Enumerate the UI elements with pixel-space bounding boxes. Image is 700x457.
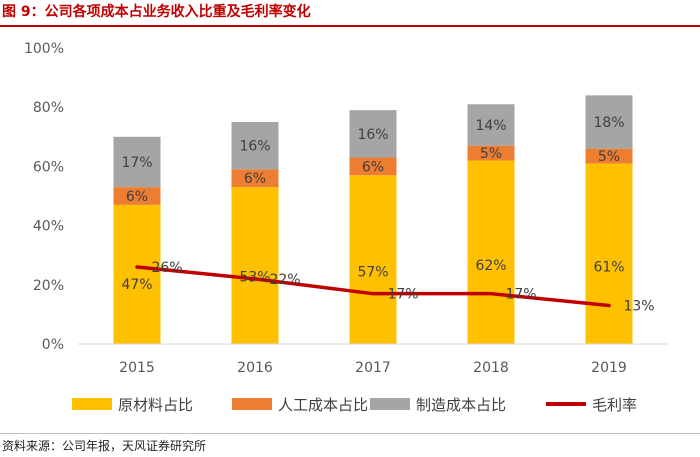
bar-segment: [113, 187, 161, 205]
line-data-label: 22%: [269, 272, 300, 288]
y-tick-label: 20%: [33, 278, 64, 294]
x-tick-label: 2015: [119, 360, 155, 376]
bar-data-label: 16%: [239, 139, 270, 155]
legend: 原材料占比 人工成本占比 制造成本占比 毛利率: [72, 396, 637, 414]
bar-segment: [349, 157, 397, 176]
data-labels: 47% 6% 17% 53% 6% 16% 57% 6% 16% 62% 5% 14% 61% 5% 18%…: [121, 115, 654, 315]
bar-segment: [585, 148, 633, 164]
bar-data-label: 6%: [244, 171, 266, 187]
legend-label: 原材料占比: [118, 396, 193, 414]
y-tick-label: 100%: [24, 41, 64, 57]
bar-segment: [231, 169, 279, 188]
y-tick-label: 80%: [33, 100, 64, 116]
x-axis-ticks: 2015 2016 2017 2018 2019: [119, 360, 627, 376]
bar-data-label: 17%: [121, 155, 152, 171]
bar-data-label: 62%: [475, 258, 506, 274]
bar-segment: [113, 204, 161, 344]
bar-segment: [467, 104, 515, 146]
bar-data-label: 57%: [357, 264, 388, 280]
bar-segment: [349, 110, 397, 158]
legend-swatch: [232, 398, 272, 410]
bar-segment: [467, 160, 515, 344]
bar-data-label: 53%: [239, 270, 270, 286]
bar-segment: [231, 187, 279, 344]
figure-title: 图 9：公司各项成本占业务收入比重及毛利率变化: [2, 4, 311, 20]
y-tick-label: 0%: [42, 337, 64, 353]
bar-data-label: 6%: [362, 159, 384, 175]
y-tick-label: 40%: [33, 219, 64, 235]
x-tick-label: 2018: [473, 360, 509, 376]
bar-segment: [585, 95, 633, 149]
bar-segment: [113, 136, 161, 188]
line-data-label: 17%: [387, 287, 418, 303]
x-tick-label: 2017: [355, 360, 391, 376]
legend-swatch: [370, 398, 410, 410]
line-data-label: 17%: [505, 287, 536, 303]
bar-segment: [349, 175, 397, 344]
line-data-label: 13%: [623, 299, 654, 315]
gross-margin-line: [135, 265, 611, 308]
bar-segment: [467, 145, 515, 161]
bar-data-label: 5%: [598, 149, 620, 165]
y-tick-label: 60%: [33, 159, 64, 175]
legend-label: 制造成本占比: [416, 396, 506, 414]
line-data-label: 26%: [151, 260, 182, 276]
bar-data-label: 18%: [593, 115, 624, 131]
bar-data-label: 47%: [121, 277, 152, 293]
bar-data-label: 6%: [126, 189, 148, 205]
bar-data-label: 16%: [357, 127, 388, 143]
line-series: [135, 265, 611, 308]
source-note: 资料来源：公司年报，天风证券研究所: [2, 439, 207, 453]
legend-label: 毛利率: [592, 396, 637, 414]
x-tick-label: 2019: [591, 360, 627, 376]
title-divider: [0, 25, 700, 27]
bar-segment: [585, 163, 633, 344]
bar-data-label: 5%: [480, 146, 502, 162]
x-tick-label: 2016: [237, 360, 273, 376]
legend-swatch: [72, 398, 112, 410]
bar-series: [113, 95, 633, 344]
legend-label: 人工成本占比: [278, 396, 368, 414]
bar-data-label: 61%: [593, 259, 624, 275]
stacked-bar-line-chart: 0%20%40%60%80%100% 2015 2016 2017 2018 2019 …: [24, 41, 668, 414]
bar-segment: [231, 122, 279, 170]
y-axis-ticks: 0% 20% 40% 60% 80% 100%: [24, 41, 64, 353]
footer-divider: [0, 433, 700, 434]
bar-data-label: 14%: [475, 118, 506, 134]
